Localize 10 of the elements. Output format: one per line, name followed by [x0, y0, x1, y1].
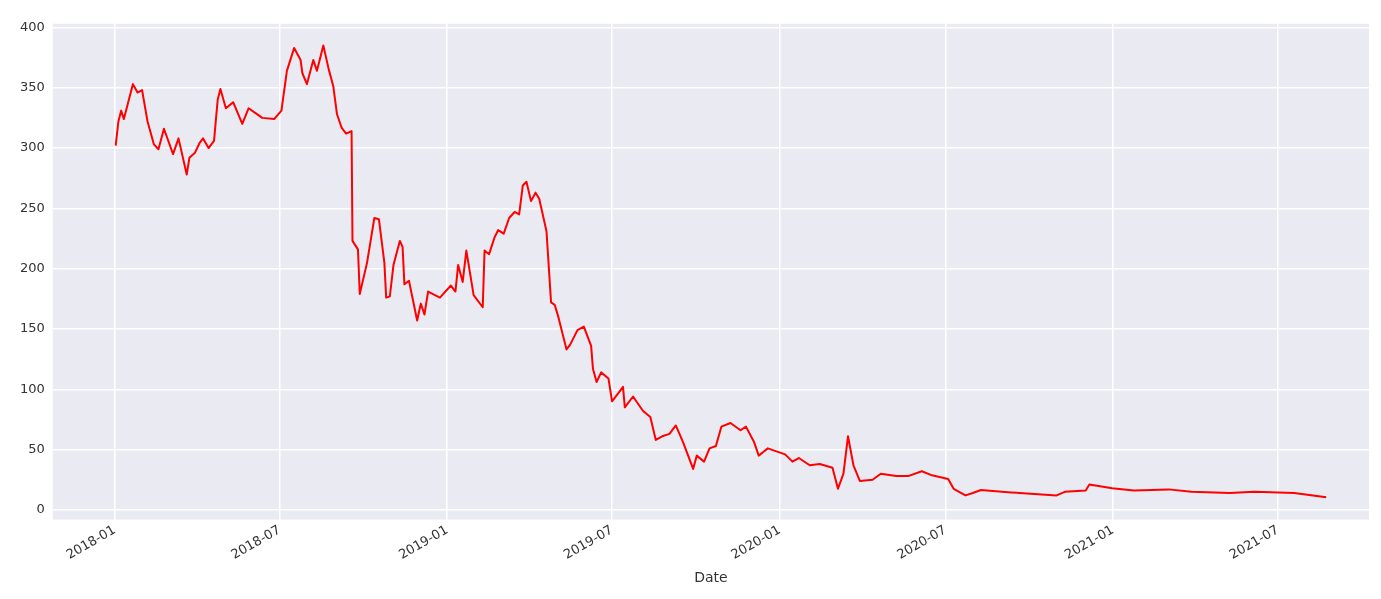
y-tick-label: 250 [19, 199, 45, 215]
y-tick-label: 0 [36, 501, 45, 517]
y-tick-label: 300 [19, 139, 45, 155]
y-tick-label: 350 [19, 79, 45, 95]
y-tick-label: 50 [28, 440, 45, 456]
y-tick-label: 400 [19, 18, 45, 34]
y-tick-label: 150 [19, 320, 45, 336]
y-tick-label: 100 [19, 380, 45, 396]
y-tick-label: 200 [19, 260, 45, 276]
x-axis-title: Date [694, 569, 728, 586]
